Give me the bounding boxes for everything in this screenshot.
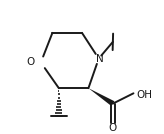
Polygon shape	[88, 88, 114, 106]
Text: O: O	[109, 123, 117, 133]
Text: OH: OH	[136, 90, 152, 100]
Text: O: O	[26, 57, 35, 67]
Text: N: N	[96, 54, 104, 64]
